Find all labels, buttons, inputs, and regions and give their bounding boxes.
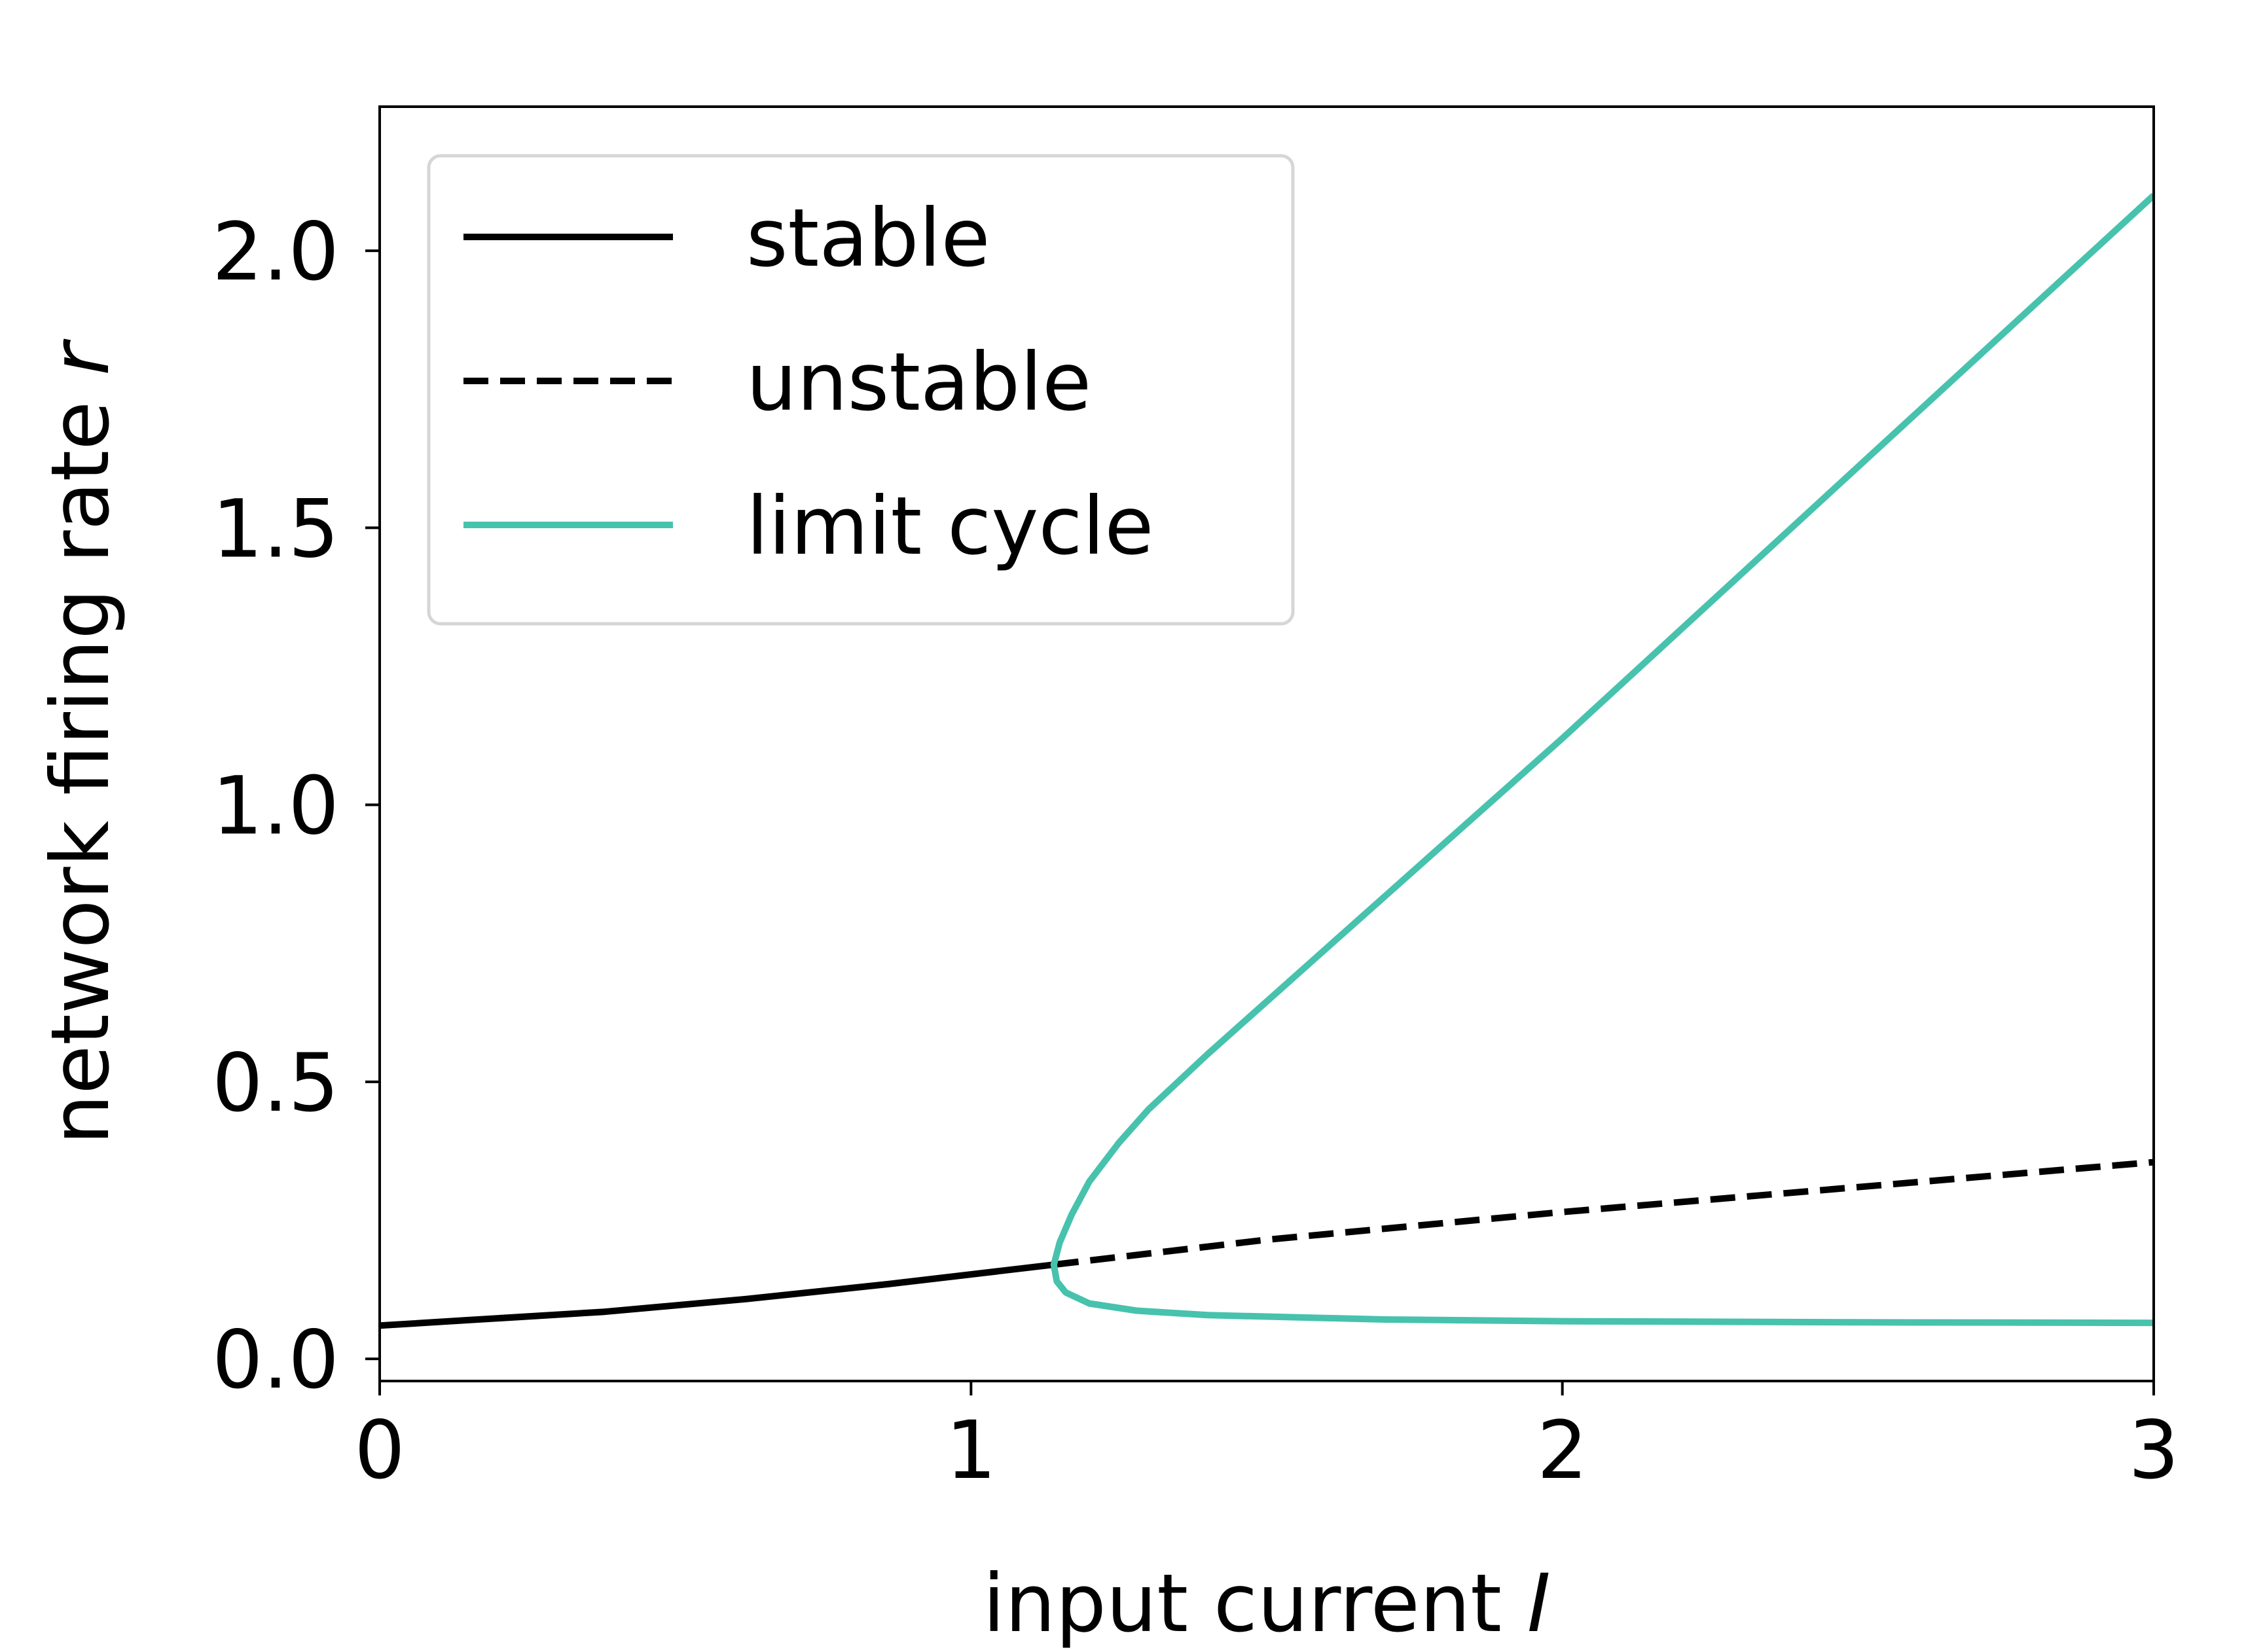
y-tick-label: 1.0 bbox=[212, 760, 339, 853]
series-line-unstable bbox=[1053, 1158, 2154, 1268]
y-axis-label: network firing rate r bbox=[34, 338, 127, 1145]
x-tick-label: 3 bbox=[2128, 1404, 2179, 1497]
series-layer bbox=[380, 192, 2154, 1329]
x-axis-label-symbol: I bbox=[1527, 1557, 1551, 1650]
x-axis-label: input current I bbox=[983, 1557, 1550, 1650]
x-tick-label: 0 bbox=[354, 1404, 405, 1497]
y-tick-label: 0.5 bbox=[212, 1037, 339, 1130]
y-tick-label: 2.0 bbox=[212, 206, 339, 298]
series-line-stable bbox=[380, 1261, 1055, 1329]
legend: stable unstable limit cycle bbox=[427, 154, 1295, 626]
x-tick-label: 1 bbox=[946, 1404, 997, 1497]
legend-label-limit-cycle: limit cycle bbox=[746, 480, 1153, 573]
x-tick-label: 2 bbox=[1537, 1404, 1588, 1497]
series-line-limit-cycle bbox=[1050, 192, 2154, 1327]
legend-label-unstable: unstable bbox=[746, 336, 1091, 429]
y-tick-label: 0.0 bbox=[212, 1314, 339, 1407]
y-axis-label-symbol: r bbox=[34, 338, 127, 376]
y-axis-label-text: network firing rate bbox=[34, 376, 127, 1145]
legend-label-stable: stable bbox=[746, 192, 990, 285]
ticks-layer: 0 1 2 3 0.0 0.5 1.0 1.5 2.0 bbox=[212, 206, 2179, 1497]
legend-box bbox=[427, 154, 1295, 626]
plot-frame bbox=[378, 105, 2155, 1382]
y-tick-label: 1.5 bbox=[212, 482, 339, 575]
x-axis-label-text: input current bbox=[983, 1557, 1527, 1650]
